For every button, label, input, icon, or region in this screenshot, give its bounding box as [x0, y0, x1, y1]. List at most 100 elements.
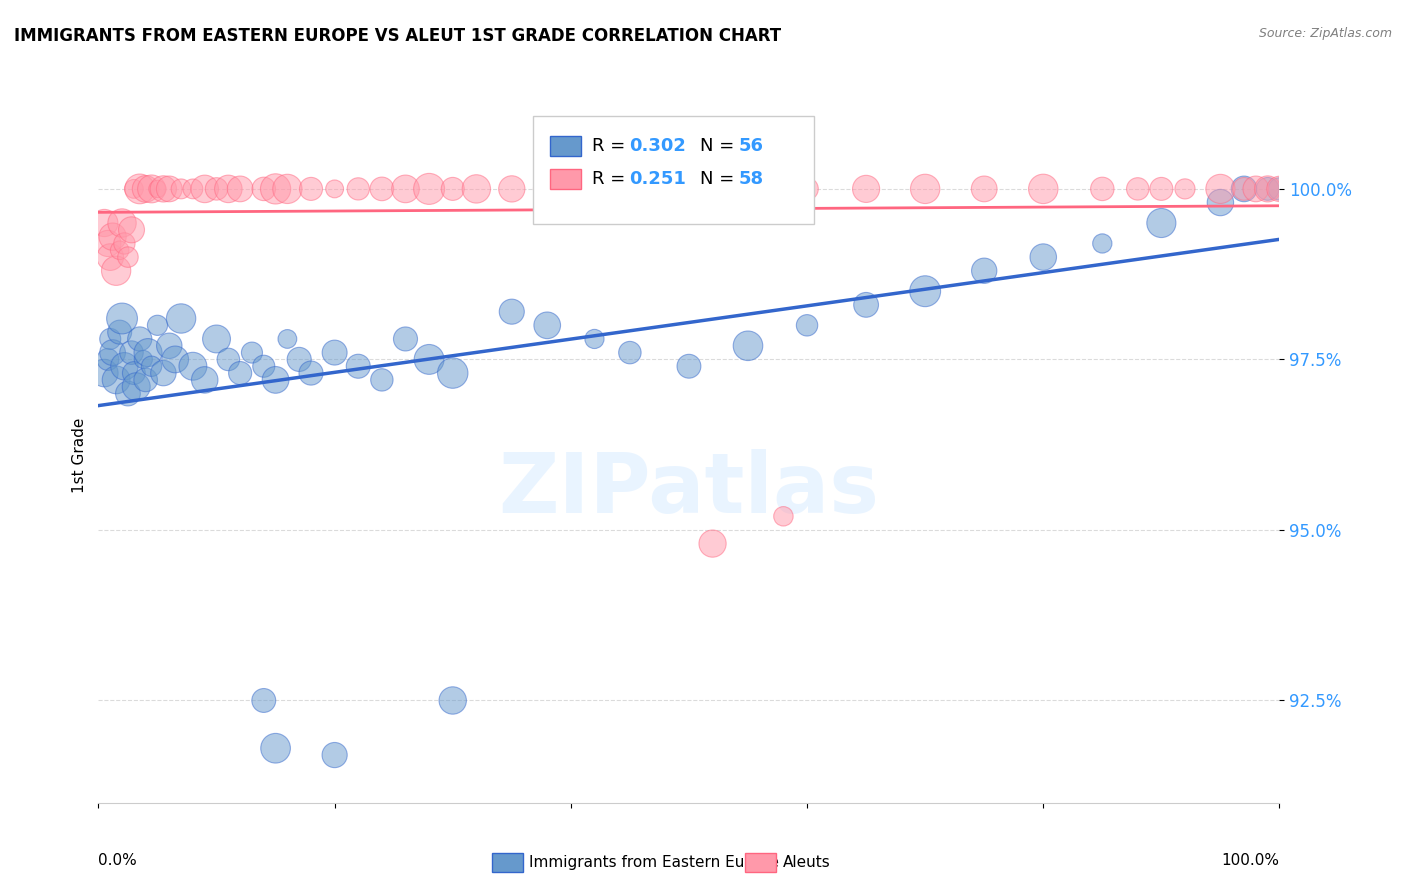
Point: [1233, 182, 1256, 196]
Text: 0.251: 0.251: [628, 170, 686, 188]
Point: [323, 747, 346, 762]
Point: [121, 223, 143, 237]
Point: [796, 318, 818, 333]
Point: [276, 332, 298, 346]
Point: [152, 366, 174, 380]
Point: [441, 182, 464, 196]
Point: [536, 182, 558, 196]
Point: [394, 182, 416, 196]
Point: [111, 311, 134, 326]
Point: [1257, 182, 1279, 196]
Text: ZIPatlas: ZIPatlas: [499, 450, 879, 530]
Text: N =: N =: [700, 170, 741, 188]
Point: [98, 250, 121, 264]
Point: [323, 182, 346, 196]
Point: [371, 373, 394, 387]
Point: [135, 373, 157, 387]
Point: [128, 332, 150, 346]
Point: [465, 182, 488, 196]
Point: [1150, 216, 1173, 230]
Point: [1257, 182, 1279, 196]
Point: [217, 352, 239, 367]
Point: [737, 339, 759, 353]
Point: [253, 693, 276, 707]
Point: [1233, 182, 1256, 196]
Point: [1244, 182, 1267, 196]
Point: [371, 182, 394, 196]
Point: [117, 250, 139, 264]
Point: [702, 536, 724, 550]
Point: [157, 339, 180, 353]
Point: [501, 182, 523, 196]
Text: R =: R =: [592, 170, 631, 188]
Point: [678, 182, 700, 196]
Point: [796, 182, 818, 196]
Point: [678, 359, 700, 374]
Point: [855, 182, 877, 196]
Point: [914, 182, 936, 196]
Point: [323, 345, 346, 359]
Point: [1032, 250, 1054, 264]
Point: [1126, 182, 1149, 196]
Point: [111, 216, 134, 230]
Point: [1091, 182, 1114, 196]
Point: [152, 182, 174, 196]
Point: [347, 359, 370, 374]
Point: [418, 352, 440, 367]
Point: [93, 366, 115, 380]
Text: IMMIGRANTS FROM EASTERN EUROPE VS ALEUT 1ST GRADE CORRELATION CHART: IMMIGRANTS FROM EASTERN EUROPE VS ALEUT …: [14, 27, 782, 45]
Point: [264, 182, 287, 196]
Point: [253, 359, 276, 374]
Point: [141, 359, 163, 374]
Point: [253, 182, 276, 196]
Point: [418, 182, 440, 196]
Point: [1268, 182, 1291, 196]
Point: [229, 182, 252, 196]
Text: R =: R =: [592, 137, 631, 155]
Point: [122, 366, 145, 380]
Point: [299, 182, 322, 196]
Point: [101, 345, 124, 359]
Text: 56: 56: [738, 137, 763, 155]
Y-axis label: 1st Grade: 1st Grade: [72, 417, 87, 492]
Point: [1268, 182, 1291, 196]
Point: [112, 359, 135, 374]
Point: [240, 345, 263, 359]
Point: [973, 182, 995, 196]
Point: [536, 318, 558, 333]
Point: [1209, 195, 1232, 210]
Point: [288, 352, 311, 367]
Point: [121, 345, 143, 359]
Point: [394, 332, 416, 346]
Point: [560, 182, 582, 196]
Point: [181, 182, 204, 196]
Point: [97, 352, 120, 367]
Point: [136, 345, 159, 359]
Point: [441, 366, 464, 380]
Point: [205, 332, 228, 346]
Point: [583, 182, 606, 196]
Point: [264, 373, 287, 387]
Point: [229, 366, 252, 380]
Point: [347, 182, 370, 196]
Point: [1174, 182, 1197, 196]
Point: [619, 345, 641, 359]
Point: [97, 236, 120, 251]
Point: [165, 352, 187, 367]
Point: [1150, 182, 1173, 196]
Point: [441, 693, 464, 707]
Text: 0.0%: 0.0%: [98, 854, 138, 868]
Point: [141, 182, 163, 196]
Point: [194, 373, 217, 387]
Point: [146, 318, 169, 333]
Point: [914, 284, 936, 298]
Point: [276, 182, 298, 196]
Point: [973, 264, 995, 278]
Point: [170, 311, 193, 326]
Point: [128, 182, 150, 196]
Point: [135, 182, 157, 196]
Point: [1209, 182, 1232, 196]
Point: [146, 182, 169, 196]
Text: 100.0%: 100.0%: [1222, 854, 1279, 868]
Text: N =: N =: [700, 137, 741, 155]
